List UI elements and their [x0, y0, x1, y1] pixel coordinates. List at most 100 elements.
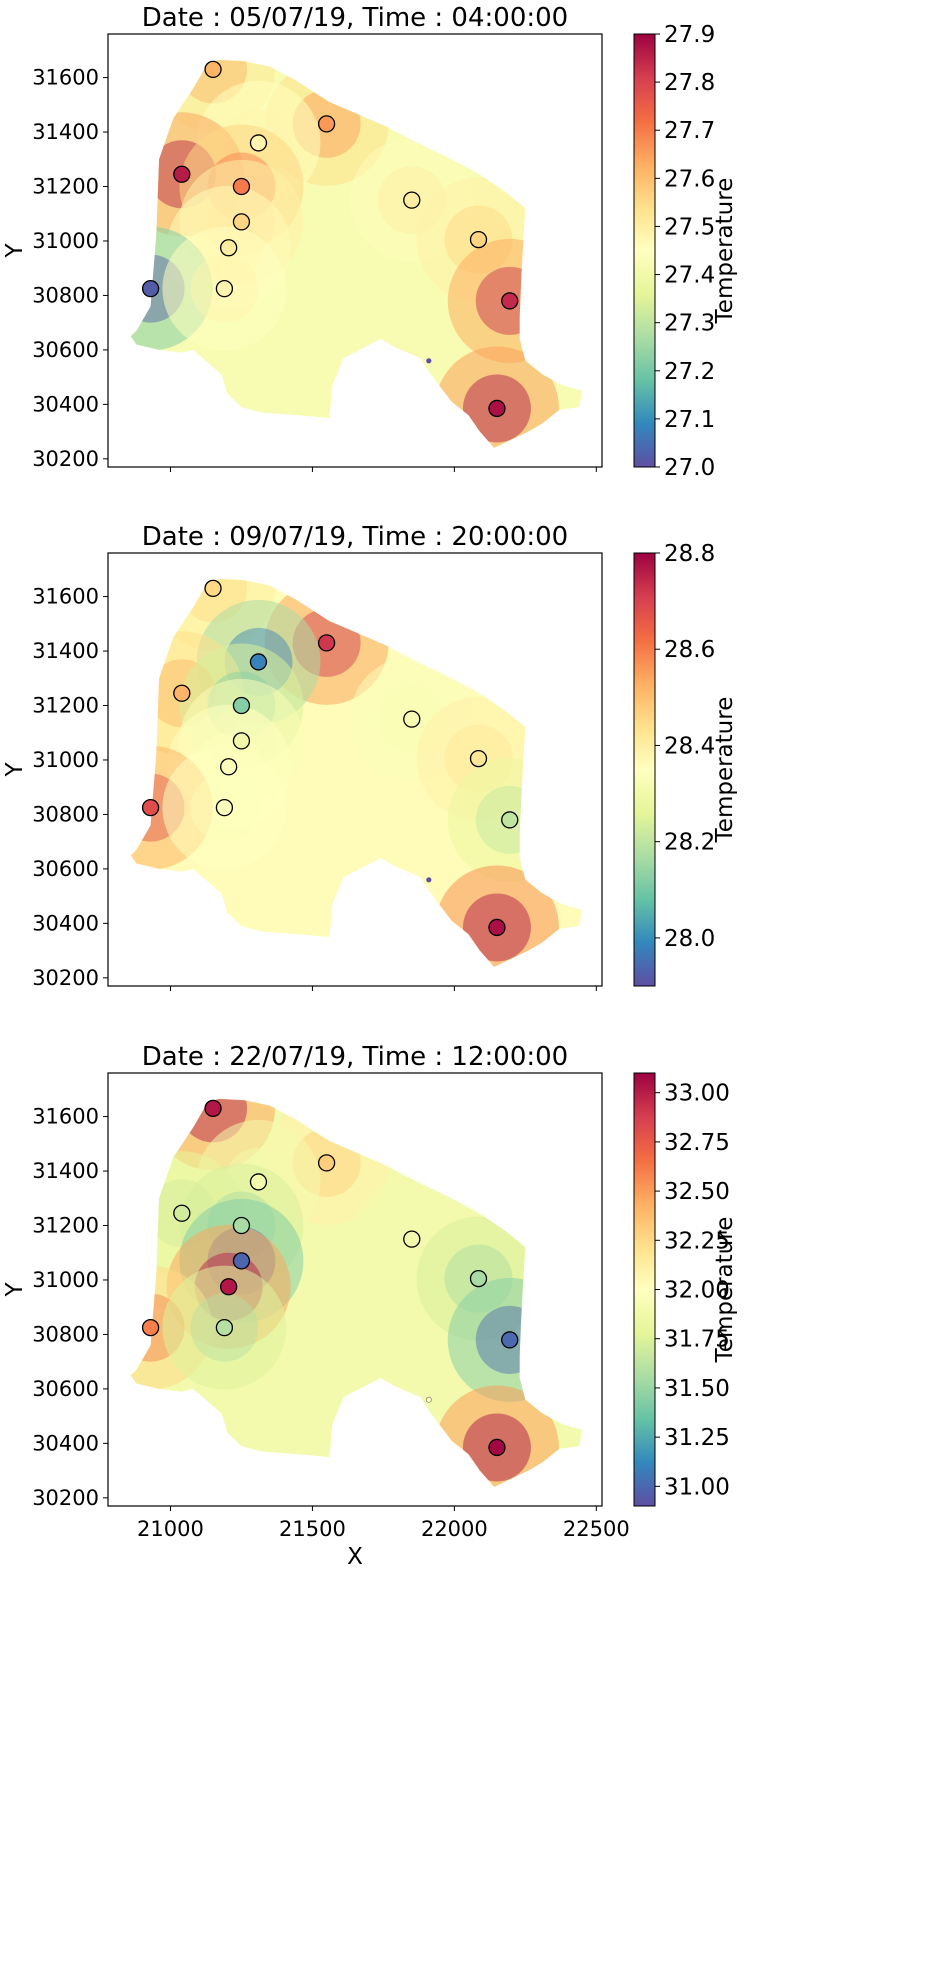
station-point: [501, 811, 519, 829]
y-tick-label: 31600: [32, 66, 99, 90]
station-point: [220, 758, 238, 776]
station-point: [215, 1318, 234, 1337]
x-axis-label: X: [347, 1544, 363, 1570]
y-tick-label: 30600: [32, 857, 99, 881]
panel-2: 30200 30400 30600 30800 31000 31200 31400 31600…: [2, 522, 738, 991]
colorbar-tick-label: 27.4: [664, 263, 715, 289]
station-point: [215, 798, 234, 817]
x-tick-label: 22000: [421, 1517, 488, 1541]
temperature-field: [130, 1098, 583, 1487]
station-point: [232, 732, 251, 750]
station-point: [488, 918, 506, 937]
station-point: [469, 1269, 488, 1288]
station-point: [501, 1331, 519, 1349]
station-point: [488, 399, 506, 418]
station-point: [232, 696, 251, 715]
y-tick-label: 31400: [32, 1159, 99, 1183]
colorbar-tick-label: 27.6: [664, 166, 715, 192]
station-point: [204, 60, 222, 79]
colorbar-tick-label: 31.25: [664, 1425, 730, 1451]
colorbar: [633, 33, 656, 468]
y-tick-label: 30800: [32, 1322, 99, 1346]
colorbar-tick-label: 28.6: [664, 637, 715, 663]
colorbar-tick-label: 32.25: [664, 1228, 730, 1254]
station-point: [173, 684, 191, 702]
y-tick-label: 30200: [32, 447, 99, 471]
colorbar-tick-label: 28.2: [664, 830, 715, 856]
y-tick-label: 30200: [32, 1486, 99, 1510]
colorbar-tick-label: 32.00: [664, 1278, 730, 1304]
station-point: [232, 1216, 251, 1235]
y-axis-label: Y: [2, 243, 28, 259]
station-point: [249, 1173, 268, 1191]
colorbar-tick-label: 32.75: [664, 1130, 730, 1156]
station-point: [141, 798, 160, 817]
colorbar-tick-label: 27.0: [664, 455, 715, 481]
colorbar-tick-label: 27.1: [664, 407, 715, 433]
station-point: [403, 710, 421, 728]
colorbar-label: Temperature: [712, 1217, 738, 1364]
station-point: [232, 1252, 251, 1270]
station-point: [317, 634, 336, 652]
panel-title: Date : 05/07/19, Time : 04:00:00: [142, 3, 568, 33]
y-tick-label: 30800: [32, 283, 99, 307]
colorbar-tick-label: 27.2: [664, 359, 715, 385]
y-tick-label: 30600: [32, 338, 99, 362]
colorbar-tick-label: 31.75: [664, 1327, 730, 1353]
station-point: [220, 1278, 238, 1296]
station-point: [232, 177, 251, 196]
station-point: [141, 1318, 160, 1337]
colorbar-tick-label: 27.8: [664, 70, 715, 96]
y-tick-label: 30400: [32, 911, 99, 935]
y-tick-label: 31600: [32, 1105, 99, 1129]
station-point: [173, 165, 191, 183]
y-tick-label: 31600: [32, 585, 99, 609]
station-point: [469, 749, 488, 768]
station-point: [501, 292, 519, 310]
y-tick-label: 31200: [32, 694, 99, 718]
colorbar: [633, 552, 656, 987]
colorbar-tick-label: 27.3: [664, 311, 715, 337]
x-tick-label: 22500: [563, 1517, 630, 1541]
station-point: [220, 239, 238, 257]
station-point: [317, 1154, 336, 1172]
y-tick-label: 31400: [32, 639, 99, 663]
y-tick-label: 31000: [32, 1268, 99, 1292]
y-tick-label: 31000: [32, 229, 99, 253]
station-point: [215, 279, 234, 298]
station-point: [469, 230, 488, 249]
axes-frame: [107, 33, 603, 468]
colorbar-label: Temperature: [712, 178, 738, 325]
colorbar-tick-label: 33.00: [664, 1081, 730, 1107]
colorbar-tick-label: 28.0: [664, 926, 715, 952]
panel-1: 30200 30400 30600 30800 31000 31200 31400 31600…: [2, 3, 738, 481]
panel-title: Date : 09/07/19, Time : 20:00:00: [142, 522, 568, 552]
small-marker: [425, 1396, 432, 1403]
x-tick-label: 21500: [279, 1517, 346, 1541]
y-tick-label: 30400: [32, 392, 99, 416]
colorbar-tick-label: 27.9: [664, 22, 715, 48]
y-tick-label: 31200: [32, 175, 99, 199]
temperature-field: [130, 59, 583, 448]
station-point: [249, 653, 268, 671]
station-point: [232, 213, 251, 231]
colorbar-tick-label: 31.50: [664, 1376, 730, 1402]
small-marker: [426, 358, 432, 364]
station-point: [249, 134, 268, 152]
colorbar-tick-label: 28.8: [664, 541, 715, 567]
colorbar-tick-label: 27.7: [664, 118, 715, 144]
panel-title: Date : 22/07/19, Time : 12:00:00: [142, 1042, 568, 1072]
y-tick-label: 30800: [32, 802, 99, 826]
colorbar-tick-label: 28.4: [664, 733, 715, 759]
y-tick-label: 30600: [32, 1377, 99, 1401]
colorbar-tick-label: 27.5: [664, 214, 715, 240]
station-point: [173, 1204, 191, 1222]
y-tick-label: 31000: [32, 748, 99, 772]
panel-3: 30200 30400 30600 30800 31000 31200 31400 31600…: [2, 1042, 738, 1570]
colorbar: [633, 1072, 656, 1507]
station-point: [141, 279, 160, 298]
y-axis-label: Y: [2, 1282, 28, 1298]
x-tick-label: 21000: [137, 1517, 204, 1541]
colorbar-tick-label: 32.50: [664, 1179, 730, 1205]
